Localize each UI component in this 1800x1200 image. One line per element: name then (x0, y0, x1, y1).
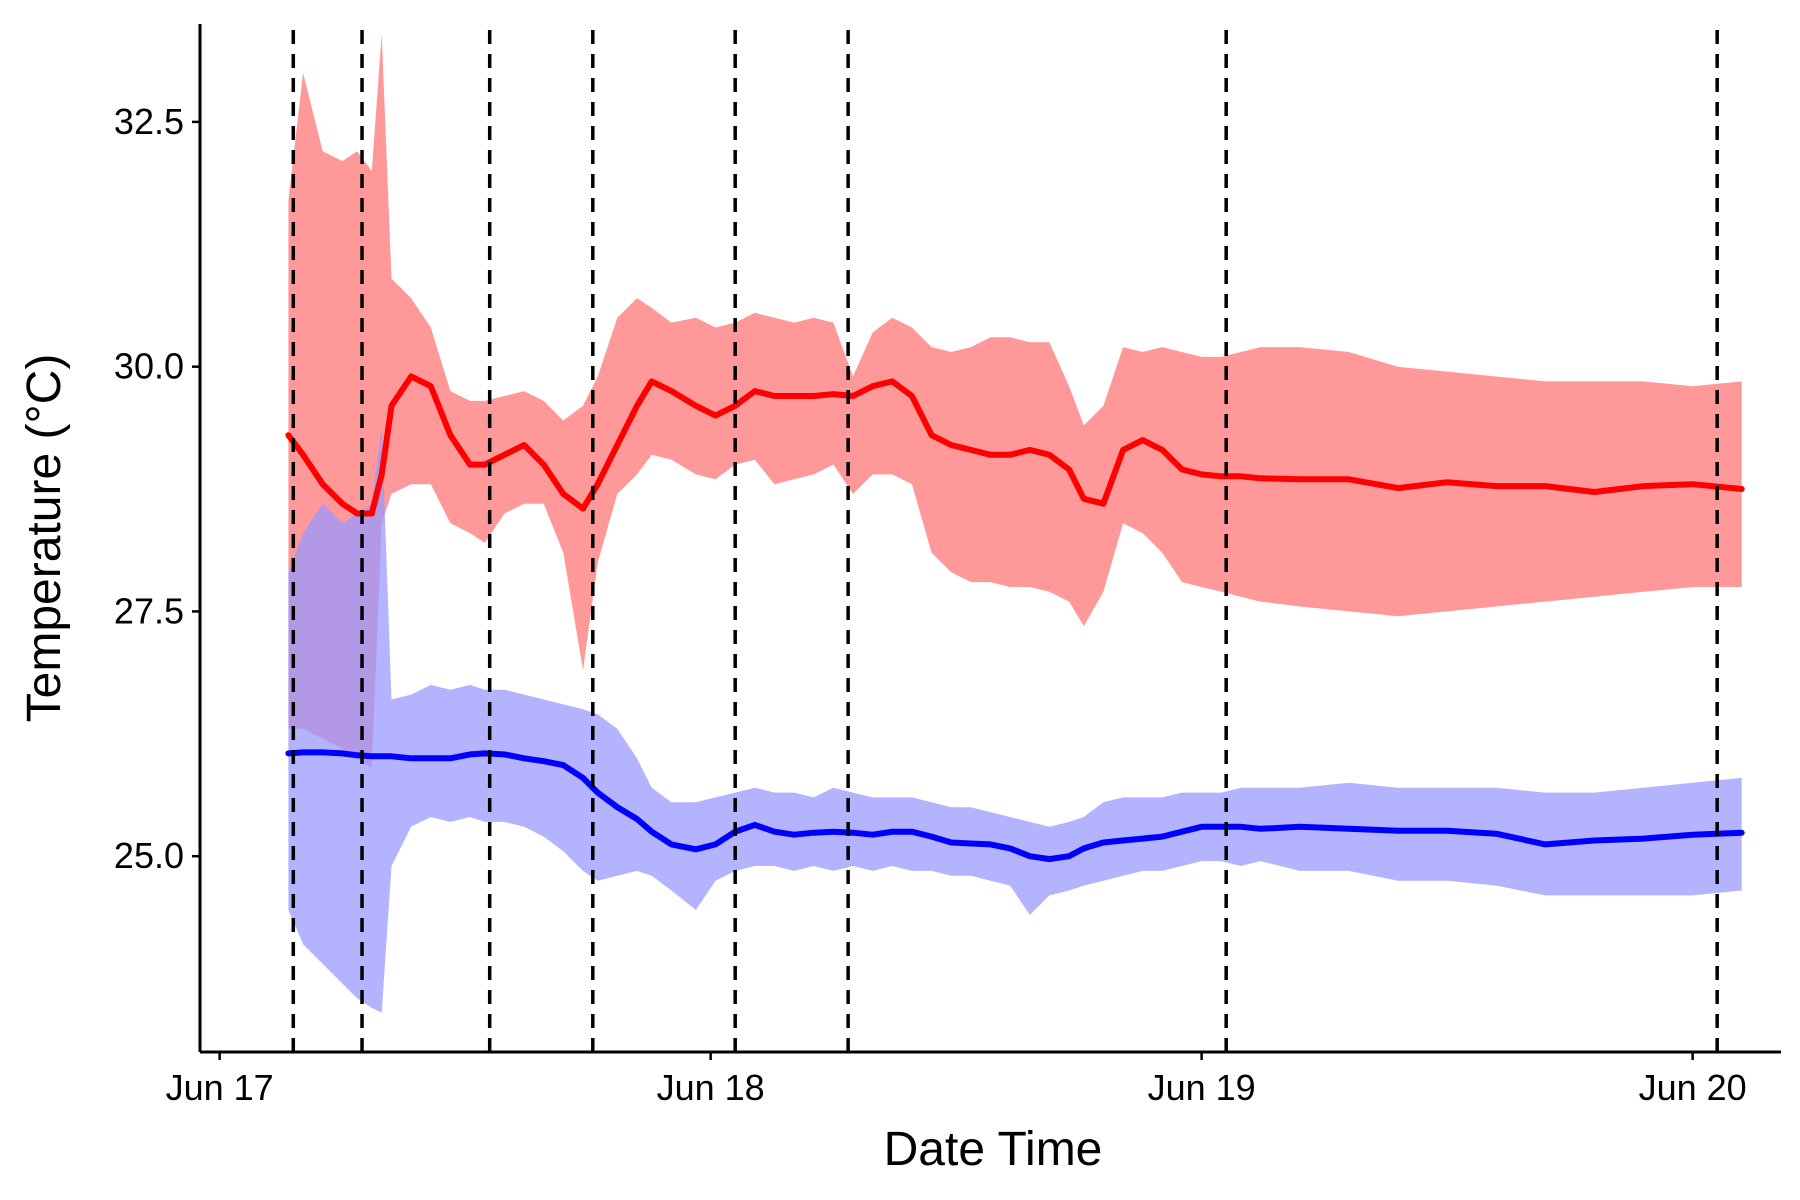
x-ticks: Jun 17 Jun 18 Jun 19 Jun 20 (166, 1052, 1747, 1108)
event-markers (291, 30, 1719, 1052)
axes (198, 24, 1781, 1054)
series-1-range-band (288, 425, 1742, 1013)
series-lines (285, 373, 1745, 863)
y-tick-label: 25.0 (114, 835, 184, 876)
x-tick-label: Jun 18 (657, 1067, 765, 1108)
series-1-mean-line (285, 749, 1745, 863)
x-tick-label: Jun 17 (166, 1067, 274, 1108)
x-tick-label: Jun 19 (1148, 1067, 1256, 1108)
y-tick-label: 32.5 (114, 101, 184, 142)
x-axis-title: Date Time (884, 1123, 1103, 1176)
series-0-range-band (288, 33, 1742, 769)
y-axis-title: Temperature (°C) (18, 354, 71, 723)
x-tick-label: Jun 20 (1639, 1067, 1747, 1108)
y-ticks: 25.0 27.5 30.0 32.5 (114, 101, 200, 876)
y-tick-label: 30.0 (114, 346, 184, 387)
y-tick-label: 27.5 (114, 590, 184, 631)
series-0-mean-line (285, 373, 1745, 517)
confidence-bands (288, 33, 1742, 1013)
